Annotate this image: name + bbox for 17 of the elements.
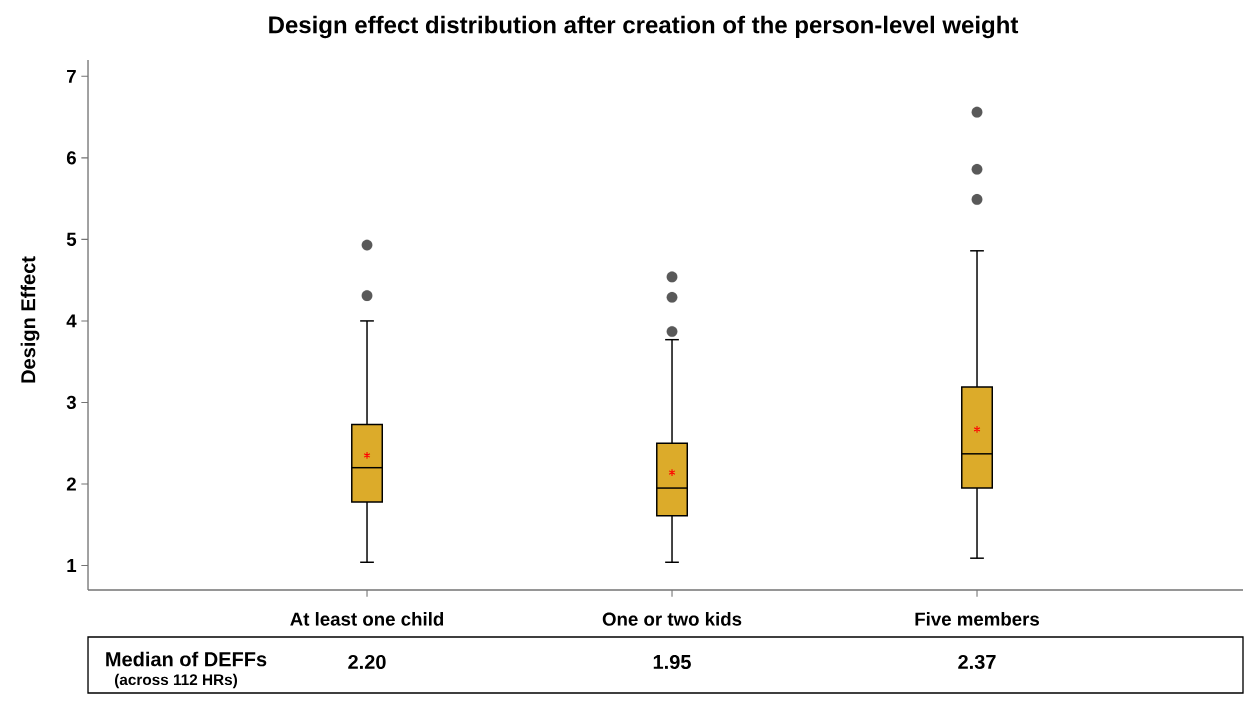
text: 2.20 (348, 654, 386, 670)
text: 2.37 (958, 654, 996, 670)
chart-title: Design effect distribution after creation of the person-level weight (269, 15, 1019, 39)
text: Median of DEFFs (106, 651, 267, 667)
x-tick-label: One or two kids (602, 612, 742, 626)
y-tick-label: 4 (66, 314, 77, 328)
y-tick-label: 5 (66, 232, 77, 246)
x-tick-label: At least one child (290, 612, 444, 626)
y-tick-label: 6 (66, 151, 76, 165)
y-tick-label: 1 (67, 559, 77, 572)
y-tick-label: 7 (67, 69, 76, 83)
y-tick-label: 3 (66, 395, 76, 410)
y-axis-title: Design Effect (20, 256, 40, 383)
x-tick-label: Five members (915, 612, 1039, 626)
text: 1.95 (653, 654, 691, 670)
y-tick-label: 2 (66, 477, 76, 491)
text: (across 112 HRs) (114, 673, 238, 689)
